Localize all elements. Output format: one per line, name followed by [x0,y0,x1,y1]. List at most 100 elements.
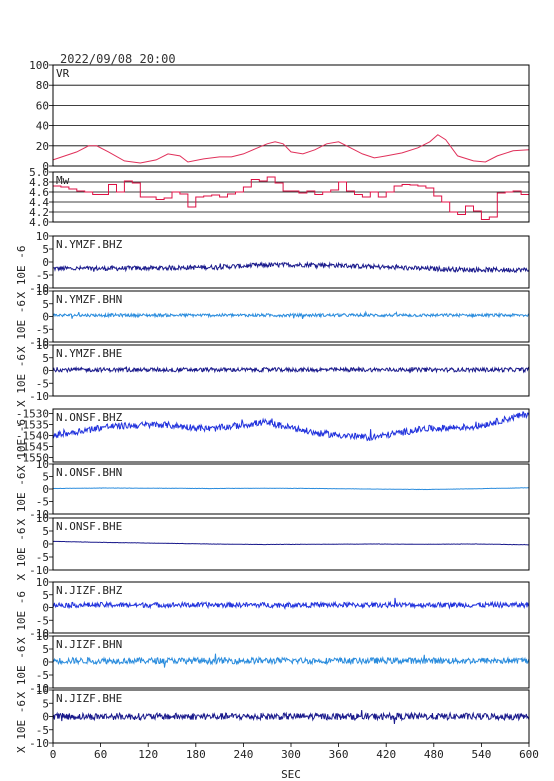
y-tick-label: 4.4 [29,196,49,209]
y-tick-label: 5 [42,525,49,538]
y-tick-label: -10 [29,390,49,403]
panel-label: Mw [56,174,70,187]
x-tick-label: 240 [233,748,253,761]
panel-vr: VR 0 20 40 60 80 100 [29,59,530,173]
y-axis-unit-label: X 10E -6 [15,700,28,753]
series-line-vr [52,134,530,164]
series-line-n-jizf-bhz [52,597,530,611]
y-tick-label: -10 [29,336,49,349]
y-tick-label: -10 [29,682,49,695]
y-tick-label: 10 [36,684,49,697]
y-tick-label: -10 [29,282,49,295]
y-tick-label: 4.2 [29,206,49,219]
x-tick-label: 600 [519,748,539,761]
y-tick-label: -5 [36,269,49,282]
y-tick-label: -10 [29,737,49,750]
y-tick-label: -10 [29,508,49,521]
y-tick-label: 10 [36,458,49,471]
y-tick-label: -5 [36,551,49,564]
y-axis-unit-label: X 10E -6 [15,473,28,526]
y-tick-label: 0 [42,602,49,615]
panel-frame [52,408,530,463]
y-tick-label: -5 [36,323,49,336]
y-axis-unit-label: X 10E -6 [15,419,28,472]
y-tick-label: 10 [36,630,49,643]
y-tick-label: 0 [42,256,49,269]
y-tick-label: -1530 [16,407,49,420]
x-tick-label: 0 [50,748,57,761]
panel-label: VR [56,67,70,80]
y-axis-unit-label: X 10E -6 [15,246,28,299]
y-tick-label: 5 [42,298,49,311]
y-tick-label: -5 [36,614,49,627]
y-tick-label: -1545 [16,441,49,454]
y-tick-label: 40 [36,120,49,133]
y-tick-label: -10 [29,627,49,640]
series-line-n-jizf-bhe [52,710,530,725]
y-tick-label: -10 [29,564,49,577]
panel-label: N.ONSF.BHN [56,466,122,479]
series-line-n-onsf-bhn [52,487,530,491]
y-tick-label: 0 [42,160,49,173]
x-tick-label: 60 [94,748,107,761]
y-tick-label: 5 [42,471,49,484]
y-tick-label: 10 [36,230,49,243]
x-tick-label: 300 [281,748,301,761]
series-line-n-ymzf-bhz [52,260,530,274]
y-tick-label: 5 [42,589,49,602]
y-tick-label: 0 [42,538,49,551]
x-tick-label: 420 [376,748,396,761]
x-tick-label: 480 [424,748,444,761]
x-tick-label: 180 [186,748,206,761]
y-tick-label: 0 [42,483,49,496]
y-tick-label: 0 [42,365,49,378]
panel-frame [52,235,530,289]
y-axis-unit-label: X 10E -6 [15,300,28,353]
y-tick-label: 100 [29,59,49,72]
y-tick-label: -5 [36,496,49,509]
y-tick-label: -5 [36,377,49,390]
y-tick-label: 80 [36,79,49,92]
y-tick-label: 5 [42,352,49,365]
panel-label: N.JIZF.BHE [56,692,122,705]
y-tick-label: -5 [36,724,49,737]
panel-frame [52,64,530,167]
y-axis-unit-label: X 10E -6 [15,354,28,407]
y-tick-label: -5 [36,669,49,682]
x-axis-label: SEC [281,768,301,781]
y-tick-label: 4.8 [29,176,49,189]
series-line-n-onsf-bhz [52,411,530,442]
y-tick-label: 5 [42,697,49,710]
series-line-mw [53,176,530,220]
panel-label: N.ONSF.BHE [56,520,122,533]
y-axis-unit-label: X 10E -6 [15,646,28,699]
panel-label: N.JIZF.BHN [56,638,122,651]
x-tick-label: 540 [471,748,491,761]
panel-label: N.YMZF.BHN [56,293,122,306]
y-axis-unit-label: X 10E -6 [15,591,28,644]
y-tick-label: 60 [36,99,49,112]
y-tick-label: 5.0 [29,166,49,179]
x-tick-label: 120 [138,748,158,761]
panels-group: VR020406080100Mw4.04.24.44.64.85.0N.YMZF… [15,59,530,753]
panel-mw: Mw 4.04.24.44.64.85.0 [29,166,530,229]
y-tick-label: 0 [42,711,49,724]
panel-frame [52,171,530,223]
panel-label: N.ONSF.BHZ [56,411,123,424]
panel-label: N.YMZF.BHE [56,347,122,360]
panel-label: N.YMZF.BHZ [56,238,123,251]
y-tick-label: -1540 [16,430,49,443]
series-line-n-ymzf-bhn [52,310,530,320]
y-tick-label: -1550 [16,452,49,465]
y-tick-label: -1535 [16,418,49,431]
y-tick-label: 0 [42,311,49,324]
